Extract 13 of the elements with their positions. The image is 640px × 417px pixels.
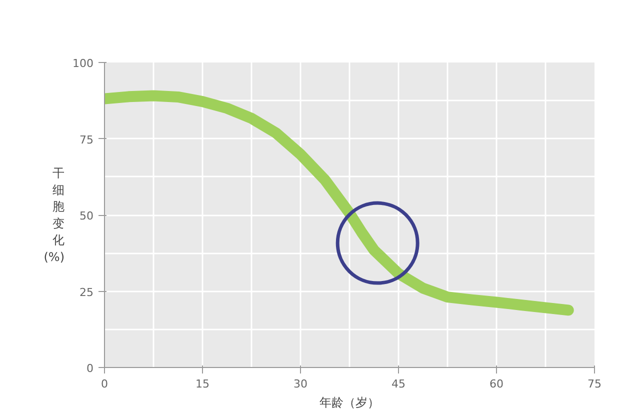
- x-tick-label: 15: [196, 378, 210, 390]
- x-tick-label: 60: [490, 378, 504, 390]
- x-tick-label: 75: [588, 378, 602, 390]
- y-axis-title: 干细胞变化 (%): [44, 166, 65, 264]
- x-tick-label: 45: [392, 378, 406, 390]
- y-tick-label: 75: [80, 133, 94, 146]
- y-tick-label: 0: [86, 362, 94, 375]
- y-tick-label: 100: [72, 57, 94, 70]
- y-tick-label: 25: [80, 286, 94, 299]
- x-tick-label: 30: [294, 378, 308, 390]
- x-tick-label: 0: [101, 378, 108, 390]
- x-axis-title: 年龄（岁）: [320, 396, 380, 410]
- y-tick-label: 50: [80, 210, 94, 222]
